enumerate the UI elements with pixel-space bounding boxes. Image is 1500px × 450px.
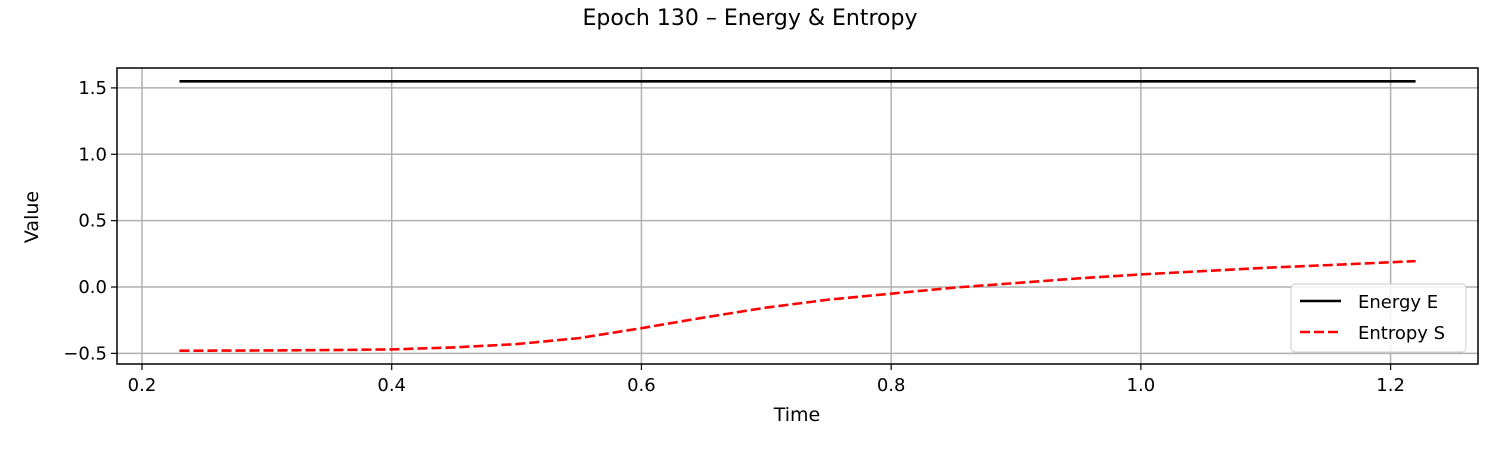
series-lines <box>179 79 1416 353</box>
x-tick-label: 1.0 <box>1127 375 1156 396</box>
y-axis-label: Value <box>21 191 43 243</box>
legend: Energy E Entropy S <box>1290 283 1467 353</box>
x-tick-label: 0.4 <box>377 375 406 396</box>
y-tick-label: −0.5 <box>63 343 107 364</box>
chart-title: Epoch 130 – Energy & Entropy <box>582 6 918 31</box>
y-tick-label: 0.5 <box>78 211 107 232</box>
x-tick-label: 1.2 <box>1376 375 1405 396</box>
series-line-entropy-s <box>179 259 1416 353</box>
y-tick-label: 1.0 <box>78 144 107 165</box>
legend-label: Energy E <box>1358 292 1438 313</box>
axis-ticks: 0.2 0.4 0.6 0.8 1.0 1.2 1.5 1.0 0.5 0.0 −0.5 <box>63 78 1405 396</box>
x-tick-label: 0.6 <box>627 375 656 396</box>
x-tick-label: 0.2 <box>128 375 157 396</box>
y-tick-label: 0.0 <box>78 277 107 298</box>
x-tick-label: 0.8 <box>877 375 906 396</box>
legend-label: Entropy S <box>1358 323 1445 344</box>
plot-frame <box>116 67 1479 365</box>
grid <box>117 68 1478 364</box>
y-tick-label: 1.5 <box>78 78 107 99</box>
x-axis-label: Time <box>773 404 821 426</box>
